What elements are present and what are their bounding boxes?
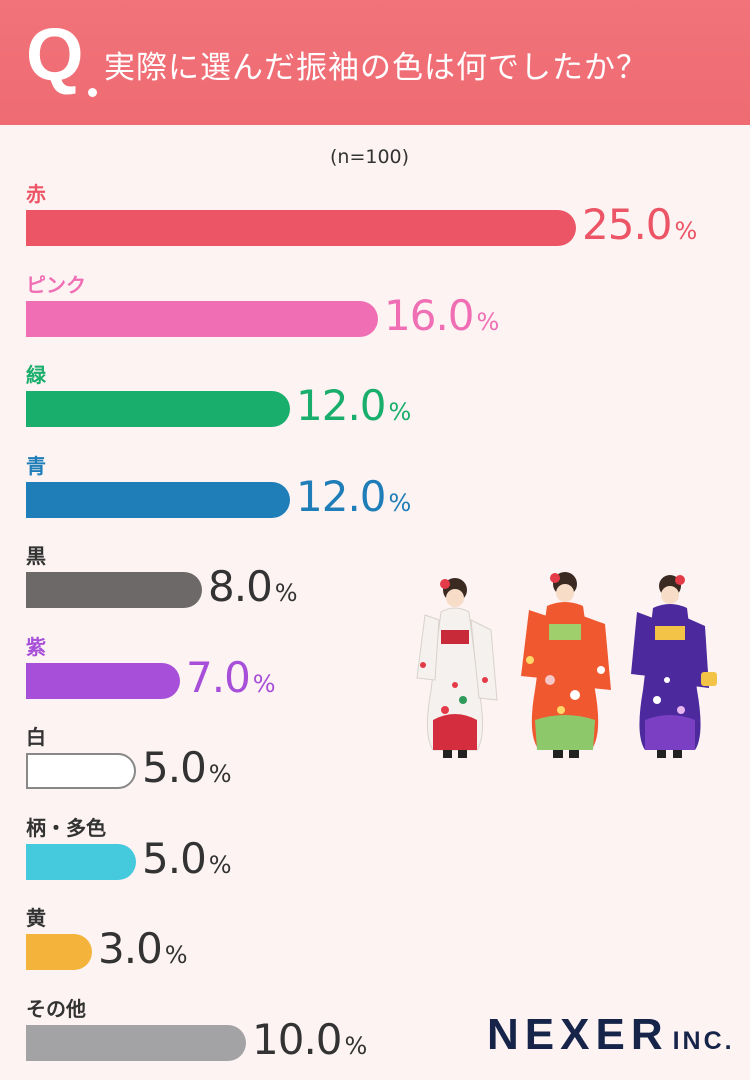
value-label: 12.0% <box>296 475 412 518</box>
category-label: 青 <box>26 453 46 478</box>
value-label: 8.0% <box>208 566 298 608</box>
value-label: 5.0% <box>142 837 232 880</box>
value-number: 16.0 <box>384 290 475 340</box>
bar <box>26 481 290 518</box>
woman-purple-kimono-icon <box>631 575 717 758</box>
value-unit: % <box>164 941 188 969</box>
value-label: 10.0% <box>252 1018 368 1061</box>
bar <box>26 662 180 699</box>
category-label: 緑 <box>26 363 46 387</box>
category-label: 白 <box>26 725 46 749</box>
logo-name: NEXER <box>487 1010 669 1059</box>
logo-suffix: INC. <box>672 1027 735 1055</box>
category-label: 柄・多色 <box>26 815 106 840</box>
value-number: 12.0 <box>296 381 387 430</box>
question-header: Q 実際に選んだ振袖の色は何でしたか？ <box>0 0 750 125</box>
question-text: 実際に選んだ振袖の色は何でしたか？ <box>104 50 648 86</box>
bar <box>26 391 290 427</box>
sample-size-note: (n=100) <box>330 146 410 168</box>
bar <box>26 934 92 970</box>
bar <box>26 1024 246 1061</box>
value-unit: % <box>344 1031 368 1060</box>
category-label: 赤 <box>26 182 46 206</box>
bar <box>26 300 378 337</box>
value-number: 10.0 <box>252 1014 343 1064</box>
value-unit: % <box>208 850 232 879</box>
value-number: 25.0 <box>582 200 673 249</box>
value-label: 7.0% <box>186 656 276 699</box>
value-unit: % <box>208 760 232 788</box>
value-label: 3.0% <box>98 928 188 970</box>
bar <box>26 210 576 246</box>
category-label: その他 <box>26 996 86 1021</box>
value-label: 12.0% <box>296 385 411 427</box>
value-unit: % <box>388 488 412 517</box>
category-label: 紫 <box>26 634 46 659</box>
value-label: 25.0% <box>582 204 697 246</box>
category-label: 黒 <box>26 544 46 568</box>
value-number: 5.0 <box>142 833 207 883</box>
bar <box>26 572 202 608</box>
value-unit: % <box>252 669 276 698</box>
value-unit: % <box>274 579 298 607</box>
value-number: 7.0 <box>186 652 251 702</box>
bar <box>26 753 136 789</box>
value-number: 8.0 <box>208 562 273 611</box>
category-label: ピンク <box>26 272 86 297</box>
bar <box>26 843 136 880</box>
q-dot <box>88 88 97 97</box>
kimono-women-illustration <box>416 572 717 758</box>
nexer-logo: NEXER INC. <box>487 1010 735 1060</box>
value-unit: % <box>674 217 698 245</box>
value-number: 3.0 <box>98 924 163 973</box>
value-unit: % <box>388 398 412 426</box>
value-number: 12.0 <box>296 471 387 521</box>
value-number: 5.0 <box>142 743 207 792</box>
woman-orange-kimono-icon <box>521 572 611 758</box>
woman-white-kimono-icon <box>416 578 498 758</box>
value-label: 5.0% <box>142 747 232 789</box>
value-unit: % <box>476 307 500 336</box>
category-label: 黄 <box>26 906 46 930</box>
q-mark: Q <box>26 13 84 96</box>
value-label: 16.0% <box>384 294 500 337</box>
